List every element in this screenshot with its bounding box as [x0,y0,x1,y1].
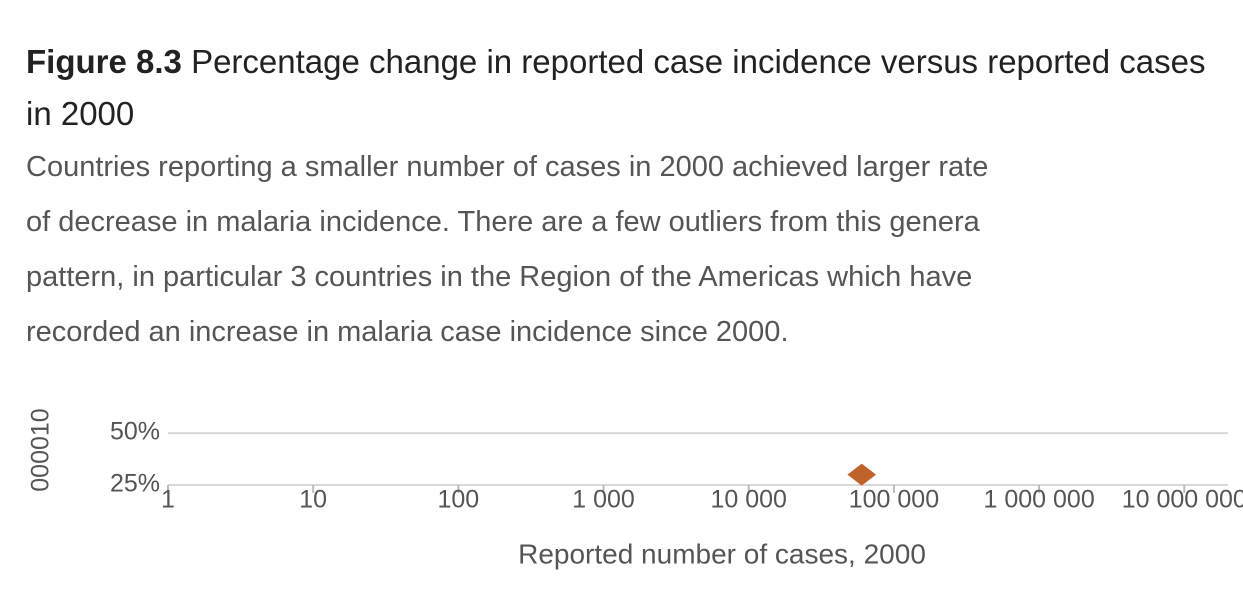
subtitle-line: pattern, in particular 3 countries in th… [26,261,973,293]
x-tick-label: 100 000 [849,486,939,514]
y-axis-label: 000010 [27,408,55,491]
subtitle-line: Countries reporting a smaller number of … [26,151,989,183]
point [847,463,877,486]
subtitle-line: recorded an increase in malaria case inc… [26,316,789,348]
x-tick-label: 100 [438,486,480,514]
x-tick-label: 1 000 000 [984,486,1095,514]
subtitle: Countries reporting a smaller number of … [26,140,1226,360]
figure-label: Figure 8.3 [26,43,182,80]
title-text: Percentage change in reported case incid… [26,43,1206,132]
x-tick-label: 10 000 000 [1122,486,1243,514]
x-tick-label: 1 [161,486,175,514]
header: Figure 8.3 Percentage change in reported… [26,36,1226,360]
y-tick-label: 25% [110,470,160,498]
chart-title: Figure 8.3 Percentage change in reported… [26,36,1226,140]
x-tick-label: 10 [299,486,327,514]
subtitle-line: of decrease in malaria incidence. There … [26,206,980,238]
x-tick-label: 10 000 [711,486,787,514]
y-tick-label: 50% [110,418,160,446]
x-axis-label: Reported number of cases, 2000 [518,538,926,569]
x-tick-label: 1 000 [572,486,635,514]
